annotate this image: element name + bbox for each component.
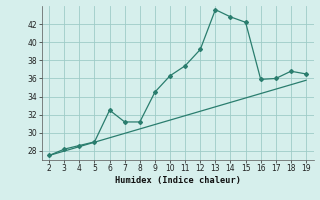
X-axis label: Humidex (Indice chaleur): Humidex (Indice chaleur) [115, 176, 241, 185]
